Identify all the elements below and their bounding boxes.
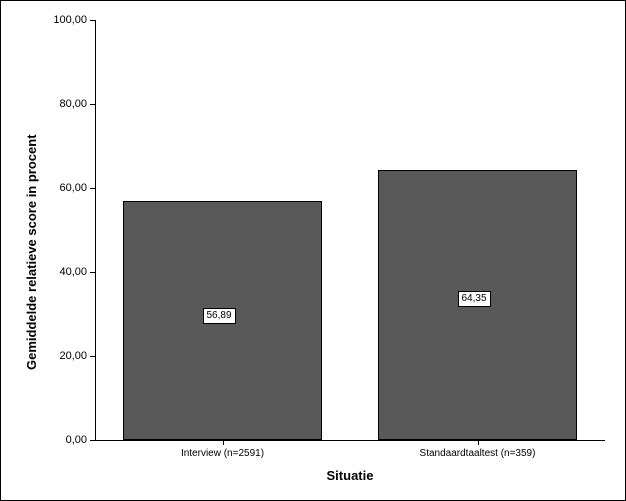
y-tick-label: 100,00 xyxy=(39,14,87,26)
bar-value-label: 64,35 xyxy=(458,291,491,307)
y-tick-label: 60,00 xyxy=(39,182,87,194)
y-tick-mark xyxy=(90,104,95,105)
y-tick-label: 40,00 xyxy=(39,266,87,278)
y-tick-mark xyxy=(90,20,95,21)
x-tick-label: Interview (n=2591) xyxy=(95,448,350,459)
y-tick-label: 20,00 xyxy=(39,350,87,362)
x-tick-mark xyxy=(223,440,224,445)
y-tick-mark xyxy=(90,188,95,189)
y-axis-title: Gemiddelde relatieve score in procent xyxy=(24,134,39,370)
y-tick-mark xyxy=(90,356,95,357)
bar-chart: 56,89 64,35 0,00 20,00 40,00 60,00 80,00 100,00… xyxy=(0,0,626,501)
x-tick-mark xyxy=(478,440,479,445)
x-axis-title: Situatie xyxy=(95,468,605,483)
y-tick-label: 80,00 xyxy=(39,98,87,110)
bar-value-label: 56,89 xyxy=(203,308,236,324)
y-tick-label: 0,00 xyxy=(39,434,87,446)
y-axis-line xyxy=(95,20,96,440)
y-tick-mark xyxy=(90,272,95,273)
x-tick-label: Standaardtaaltest (n=359) xyxy=(350,448,605,459)
plot-area: 56,89 64,35 xyxy=(95,20,605,440)
y-tick-mark xyxy=(90,440,95,441)
x-axis-line xyxy=(95,440,605,441)
